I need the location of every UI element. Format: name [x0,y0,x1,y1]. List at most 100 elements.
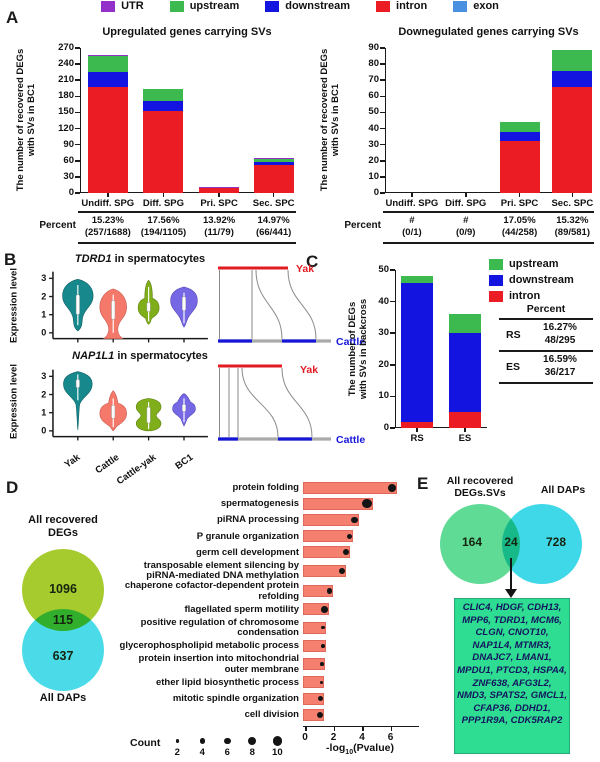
panel-c-y-axis-label: The number of DEGs with SVs in backcross [347,269,369,429]
go-pvalue-bar [303,658,326,671]
category-label: Diff. SPG [445,198,487,209]
violin1-title-rest: in spermatocytes [111,253,206,265]
go-count-dot [321,625,325,630]
svg-text:1: 1 [41,408,46,418]
panel-a-label: A [6,8,19,27]
count-dot [248,737,257,745]
count-dot-box [199,735,205,747]
table-es-values: 16.59% 36/217 [530,354,590,379]
category-label: Undiff. SPG [385,198,439,209]
go-term-line: spermatogenesis [220,498,299,510]
go-term-line: P granule organization [196,530,299,542]
go-bar-area [303,621,423,635]
y-tick-label: 10 [368,170,379,182]
go-x-tick [305,727,307,731]
synteny-diagram-nap1l1 [218,364,331,441]
y-tick [390,269,395,271]
bar-segment-upstream [448,314,481,334]
arrow-head-icon [505,589,517,598]
count-legend-item: 6 [219,735,235,758]
count-number: 10 [272,747,283,758]
venn-diagram-degsvs-daps [440,504,582,584]
label-line1: All recovered [28,514,98,526]
upregulated-y-axis-label: The number of recovered DEGs with SVs in… [15,45,37,195]
svg-text:0: 0 [41,426,46,436]
y-tick [380,95,385,98]
table-row-rs: RS [506,329,521,341]
y-tick-label: 80 [368,58,379,70]
bar-segment-intron [253,165,294,193]
es-fraction: 36/217 [544,366,576,378]
percent-value: # [409,215,415,226]
venn-e-only2-count: 728 [545,535,567,549]
percent-value: 17.56% [147,215,180,226]
downregulated-chart-title: Downegulated genes carrying SVs [398,26,579,38]
go-term-label: piRNA processing [73,515,303,525]
go-bar-area [303,585,423,598]
go-x-tick-label: 4 [359,732,365,743]
y-ticks: 0 1 2 3 [41,371,53,436]
go-row: cell division [73,707,423,723]
count-number: 2 [174,747,180,758]
go-bar-area [303,692,423,706]
y-tick-label: 60 [63,154,74,166]
bar-segment-UTR [253,157,294,159]
legend-item-downstream: downstream [265,0,350,12]
upregulated-chart-title: Upregulated genes carrying SVs [102,26,272,38]
count-legend-title: Count [130,737,161,749]
y-ticks: 0 1 2 3 [41,273,53,338]
bar-segment-upstream [87,55,128,73]
go-row: chaperone cofactor-dependent protein refo… [73,581,423,601]
go-bar-area [303,676,423,689]
violin-plot-tdrd1: 0 1 2 3 [41,271,208,343]
count-size-legend: Count 2 4 6 8 10 [130,735,285,758]
violin2-y-axis-label: Expression level [8,364,20,439]
go-x-axis: 0 2 4 6 [302,726,419,743]
xlabel-prefix: -log [326,742,346,754]
y-tick [75,79,80,82]
go-pvalue-bar [303,481,398,494]
count-dot [272,736,283,746]
go-bar-area [303,481,423,495]
x-tick [518,193,521,197]
x-tick [416,428,418,432]
go-pvalue-bar [303,530,353,543]
y-tick [75,159,80,162]
y-tick-label: 0 [383,422,389,433]
exon-label: exon [473,0,499,12]
svg-text:3: 3 [41,371,46,381]
y-tick-label: 90 [63,138,74,150]
x-ticks [77,436,185,441]
alignment-links [219,269,317,340]
cattle-label-2: Cattle [336,434,366,446]
go-term-label: protein insertion into mitochondrial oute… [73,654,303,675]
y-tick [75,111,80,114]
go-bar-area [303,564,423,578]
go-bar-area [303,497,423,511]
go-pvalue-bar [303,513,359,526]
go-x-tick [362,727,364,731]
rs-fraction: 48/295 [544,334,576,346]
downstream-swatch [265,0,280,12]
box-plots [75,285,186,333]
y-tick [380,143,385,146]
go-count-dot [362,499,372,509]
bar-segment-upstream [143,88,184,102]
box-plots [75,374,186,429]
category-label: Diff. SPG [142,198,185,209]
go-pvalue-bar [303,546,351,559]
go-pvalue-bar [303,564,346,577]
bar-segment-upstream [253,158,294,162]
y-tick-label: 20 [378,358,389,370]
go-pvalue-bar [303,621,326,634]
downstream-label: downstream [285,0,351,12]
bar-segment-upstream [401,276,434,283]
panel-a-legend: UTR upstream downstream intron exon [0,0,600,12]
count-legend-item: 8 [244,735,260,758]
go-term-line: glycerophospholipid metabolic process [119,640,299,652]
upstream-swatch [169,0,184,12]
percent-rule-bottom [78,242,296,244]
go-term-line: transposable element silencing by [143,559,299,571]
go-x-tick [333,727,335,731]
percent-fraction: (66/441) [255,227,292,238]
